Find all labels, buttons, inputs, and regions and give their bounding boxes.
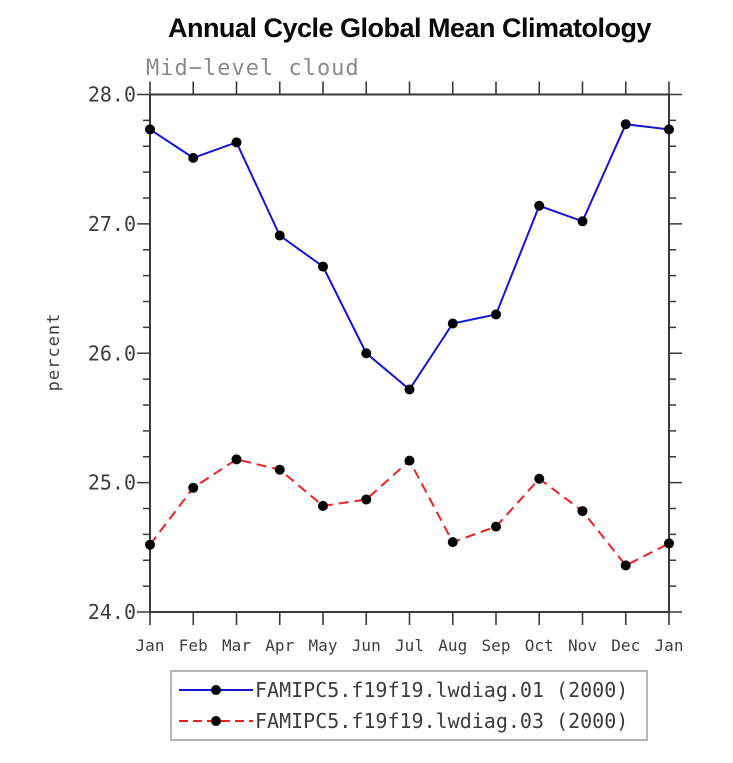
data-point: [447, 318, 458, 329]
x-tick-label: Nov: [568, 636, 597, 655]
x-tick-label: Mar: [222, 636, 251, 655]
x-tick-label: Jan: [136, 636, 165, 655]
chart-title: Annual Cycle Global Mean Climatology: [167, 13, 652, 43]
x-tick-label: Sep: [482, 636, 511, 655]
y-tick-label: 26.0: [88, 341, 136, 365]
data-point: [231, 454, 242, 465]
legend-item: FAMIPC5.f19f19.lwdiag.01 (2000): [172, 676, 646, 704]
data-point: [274, 230, 285, 241]
legend-marker-icon: [211, 715, 221, 726]
x-tick-label: Dec: [611, 636, 640, 655]
x-tick-label: Aug: [438, 636, 467, 655]
data-point: [274, 464, 285, 475]
data-point: [534, 200, 545, 211]
data-point: [620, 560, 631, 571]
legend-label: FAMIPC5.f19f19.lwdiag.01 (2000): [255, 678, 629, 703]
chart-subtitle: Mid−level cloud: [146, 56, 360, 81]
data-point: [145, 539, 155, 550]
legend-label: FAMIPC5.f19f19.lwdiag.03 (2000): [255, 708, 629, 733]
legend-line-sample-dashed: [179, 715, 253, 726]
legend-marker-icon: [211, 685, 221, 696]
x-tick-label: Apr: [265, 636, 294, 655]
series-line-1: [149, 458, 670, 567]
y-tick-label: 24.0: [88, 600, 136, 624]
data-point: [361, 348, 372, 359]
data-point: [620, 119, 631, 130]
data-point: [188, 152, 199, 163]
data-point: [491, 521, 501, 532]
legend-item: FAMIPC5.f19f19.lwdiag.03 (2000): [172, 707, 646, 735]
data-point: [361, 494, 372, 505]
data-point: [404, 455, 415, 466]
data-point: [577, 216, 588, 227]
data-point: [577, 506, 588, 517]
data-point: [404, 384, 415, 395]
data-point: [664, 538, 674, 549]
data-point: [145, 124, 155, 135]
x-tick-label: Feb: [179, 636, 208, 655]
y-tick-label: 25.0: [88, 471, 136, 495]
data-point: [664, 124, 674, 135]
plot-frame: [149, 93, 670, 613]
data-point: [318, 500, 328, 511]
x-tick-label: Jan: [655, 636, 684, 655]
series-line-0: [149, 123, 670, 391]
x-tick-label: Jul: [395, 636, 424, 655]
data-point: [534, 473, 545, 484]
x-tick-label: Oct: [525, 636, 554, 655]
x-tick-label: May: [309, 636, 338, 655]
data-point: [447, 537, 458, 548]
legend-line-sample-solid: [179, 685, 253, 696]
data-point: [188, 482, 199, 493]
x-tick-label: Jun: [352, 636, 381, 655]
y-tick-label: 28.0: [88, 83, 136, 107]
axis-ticks: [137, 81, 682, 625]
data-point: [318, 261, 328, 272]
data-point: [231, 137, 242, 148]
data-point: [491, 309, 501, 320]
legend: FAMIPC5.f19f19.lwdiag.01 (2000) FAMIPC5.…: [170, 670, 648, 741]
y-tick-label: 27.0: [88, 212, 136, 236]
